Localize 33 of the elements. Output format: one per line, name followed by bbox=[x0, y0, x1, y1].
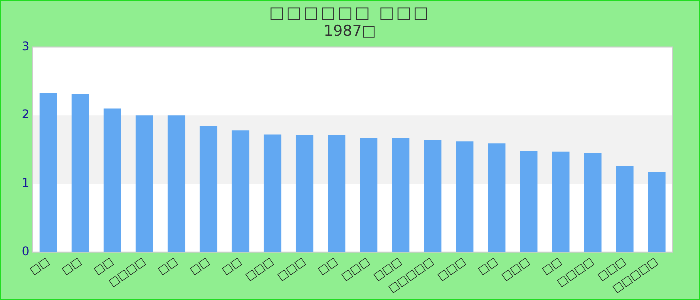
bar bbox=[296, 135, 314, 252]
bar bbox=[584, 153, 602, 252]
y-tick-label: 3 bbox=[22, 39, 30, 54]
x-tick-label: □□ bbox=[156, 254, 180, 278]
bar bbox=[328, 135, 346, 252]
x-tick-label: □□ bbox=[188, 254, 212, 278]
bar bbox=[200, 126, 218, 252]
y-tick-label: 0 bbox=[22, 244, 30, 259]
bar bbox=[456, 142, 474, 252]
bar bbox=[648, 172, 666, 252]
bar bbox=[520, 151, 538, 252]
x-tick-label: □□ bbox=[476, 254, 500, 278]
chart-title: □□□□□□ □□□ bbox=[268, 3, 432, 22]
bar bbox=[168, 116, 186, 252]
bar bbox=[360, 138, 378, 252]
bar bbox=[392, 138, 410, 252]
x-tick-label: □□ bbox=[60, 254, 84, 278]
bar bbox=[616, 166, 634, 252]
bar bbox=[264, 134, 282, 252]
bar bbox=[552, 152, 570, 252]
bar bbox=[40, 93, 58, 252]
bar bbox=[488, 144, 506, 252]
x-tick-label: □□ bbox=[28, 254, 52, 278]
bar bbox=[136, 116, 154, 252]
x-tick-label: □□ bbox=[220, 254, 244, 278]
bar bbox=[424, 140, 442, 252]
bar bbox=[104, 108, 122, 252]
y-tick-label: 2 bbox=[22, 108, 30, 122]
bar bbox=[72, 94, 90, 252]
x-tick-label: □□ bbox=[316, 254, 340, 278]
chart-subtitle: 1987□ bbox=[322, 22, 378, 40]
bar bbox=[232, 130, 250, 252]
y-tick-label: 1 bbox=[22, 176, 30, 190]
